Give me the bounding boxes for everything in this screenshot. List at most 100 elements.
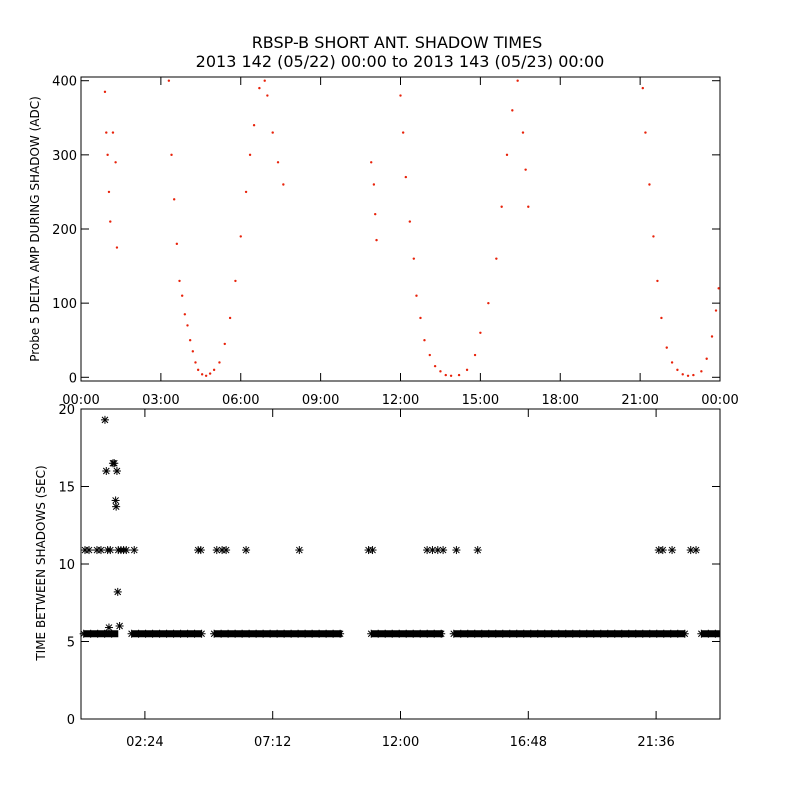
baseline-marker — [127, 629, 136, 638]
shadow-amp-point — [399, 94, 402, 97]
shadow-amp-point — [282, 183, 285, 186]
shadow-amp-point — [487, 301, 490, 305]
baseline-marker — [456, 629, 465, 638]
baseline-marker — [526, 629, 535, 638]
bottom-data-points — [80, 415, 701, 632]
baseline-marker — [86, 629, 95, 638]
baseline-marker — [367, 629, 376, 638]
baseline-marker — [617, 629, 626, 638]
shadow-amp-point — [183, 313, 187, 316]
shadow-amp-point — [234, 279, 237, 283]
top-plot-frame — [80, 76, 721, 382]
shadow-amp-point — [191, 350, 195, 353]
baseline-marker — [315, 629, 324, 638]
shadow-interval-point — [112, 502, 121, 511]
baseline-marker — [280, 629, 289, 638]
shadow-amp-point — [196, 368, 200, 372]
baseline-marker — [697, 629, 706, 638]
shadow-amp-point — [248, 153, 252, 157]
shadow-interval-point — [84, 546, 93, 555]
baseline-marker — [484, 629, 493, 638]
baseline-marker — [287, 629, 296, 638]
baseline-marker — [631, 629, 640, 638]
shadow-amp-point — [178, 279, 181, 283]
shadow-amp-point — [449, 374, 453, 378]
baseline-marker — [582, 629, 591, 638]
shadow-amp-point — [252, 123, 256, 127]
top-x-tick-label: 21:00 — [621, 393, 658, 408]
baseline-marker — [498, 629, 507, 638]
shadow-interval-point — [368, 546, 377, 555]
baseline-marker — [652, 629, 661, 638]
shadow-amp-point — [423, 339, 426, 342]
baseline-marker — [704, 629, 713, 638]
baseline-marker — [666, 629, 675, 638]
shadow-amp-point — [457, 373, 461, 377]
shadow-amp-point — [641, 86, 644, 90]
baseline-marker — [470, 629, 479, 638]
bottom-plot-frame — [80, 408, 721, 720]
shadow-amp-point — [700, 370, 703, 373]
shadow-amp-point — [244, 190, 248, 194]
shadow-amp-point — [372, 183, 376, 186]
top-data-points — [103, 79, 720, 378]
shadow-amp-point — [103, 90, 107, 94]
chart-title-line2: 2013 142 (05/22) 00:00 to 2013 143 (05/2… — [196, 52, 605, 71]
bottom-y-tick-label: 0 — [67, 713, 75, 728]
shadow-amp-point — [505, 153, 509, 157]
top-y-tick-label: 300 — [52, 149, 77, 164]
shadow-amp-point — [266, 94, 269, 97]
shadow-amp-point — [167, 79, 171, 82]
shadow-amp-point — [212, 368, 216, 372]
shadow-interval-point — [658, 546, 667, 555]
baseline-marker — [512, 629, 521, 638]
shadow-interval-point — [104, 623, 113, 632]
baseline-marker — [79, 629, 88, 638]
shadow-amp-point — [370, 161, 373, 164]
shadow-amp-point — [374, 212, 377, 216]
top-x-tick-label: 06:00 — [222, 393, 259, 408]
shadow-amp-point — [686, 374, 690, 378]
bottom-x-tick-label: 07:12 — [254, 735, 291, 750]
top-axis-ticks: 00:00 03:00 06:00 09:00 12:00 15:00 18:00 21:00… — [52, 75, 739, 408]
shadow-interval-point — [433, 546, 442, 555]
bottom-y-axis-label: TIME BETWEEN SHADOWS (SEC) — [34, 465, 48, 661]
shadow-amp-point — [670, 361, 674, 364]
top-x-tick-label: 09:00 — [302, 393, 339, 408]
shadow-interval-point — [100, 415, 109, 424]
shadow-amp-point — [415, 294, 418, 297]
baseline-marker — [336, 629, 345, 638]
baseline-marker — [711, 629, 720, 638]
shadow-interval-point — [295, 546, 304, 555]
bottom-baseline-markers — [79, 629, 720, 638]
baseline-marker — [301, 629, 310, 638]
baseline-marker — [245, 629, 254, 638]
top-x-tick-label: 18:00 — [542, 393, 579, 408]
shadow-amp-point — [111, 131, 115, 134]
shadow-amp-point — [511, 109, 514, 112]
shadow-amp-point — [276, 161, 280, 164]
shadow-amp-point — [495, 257, 498, 260]
baseline-marker — [148, 629, 157, 638]
shadow-amp-point — [419, 316, 422, 320]
shadow-amp-point — [714, 309, 718, 312]
chart-title-line1: RBSP-B SHORT ANT. SHADOW TIMES — [252, 33, 543, 52]
baseline-marker — [252, 629, 261, 638]
shadow-amp-point — [412, 257, 416, 260]
baseline-marker — [238, 629, 247, 638]
bottom-y-tick-label: 20 — [58, 403, 75, 418]
baseline-marker — [329, 629, 338, 638]
baseline-marker — [554, 629, 563, 638]
baseline-marker — [659, 629, 668, 638]
baseline-marker — [680, 629, 689, 638]
shadow-interval-point — [130, 546, 139, 555]
baseline-marker — [169, 629, 178, 638]
shadow-interval-point — [113, 587, 122, 596]
shadow-amp-point — [473, 353, 477, 357]
shadow-amp-point — [648, 183, 651, 186]
shadow-amp-point — [665, 346, 668, 349]
shadow-interval-point — [423, 546, 432, 555]
shadow-amp-point — [271, 131, 274, 134]
baseline-marker — [395, 629, 404, 638]
